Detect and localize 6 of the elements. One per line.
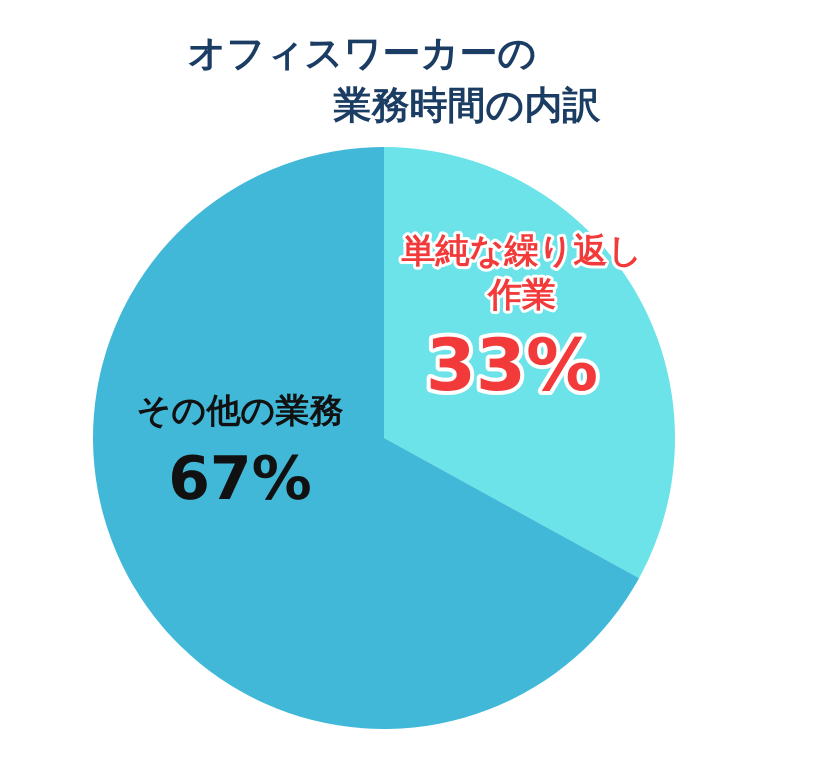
- data-label: 33%: [426, 322, 598, 407]
- data-label: 67%: [168, 444, 312, 514]
- pie-slice: [93, 147, 640, 729]
- slice-label: その他の業務: [136, 390, 344, 431]
- slice-label: 単純な繰り返し作業: [402, 230, 642, 316]
- chart-title: オフィスワーカーの業務時間の内訳: [188, 31, 602, 127]
